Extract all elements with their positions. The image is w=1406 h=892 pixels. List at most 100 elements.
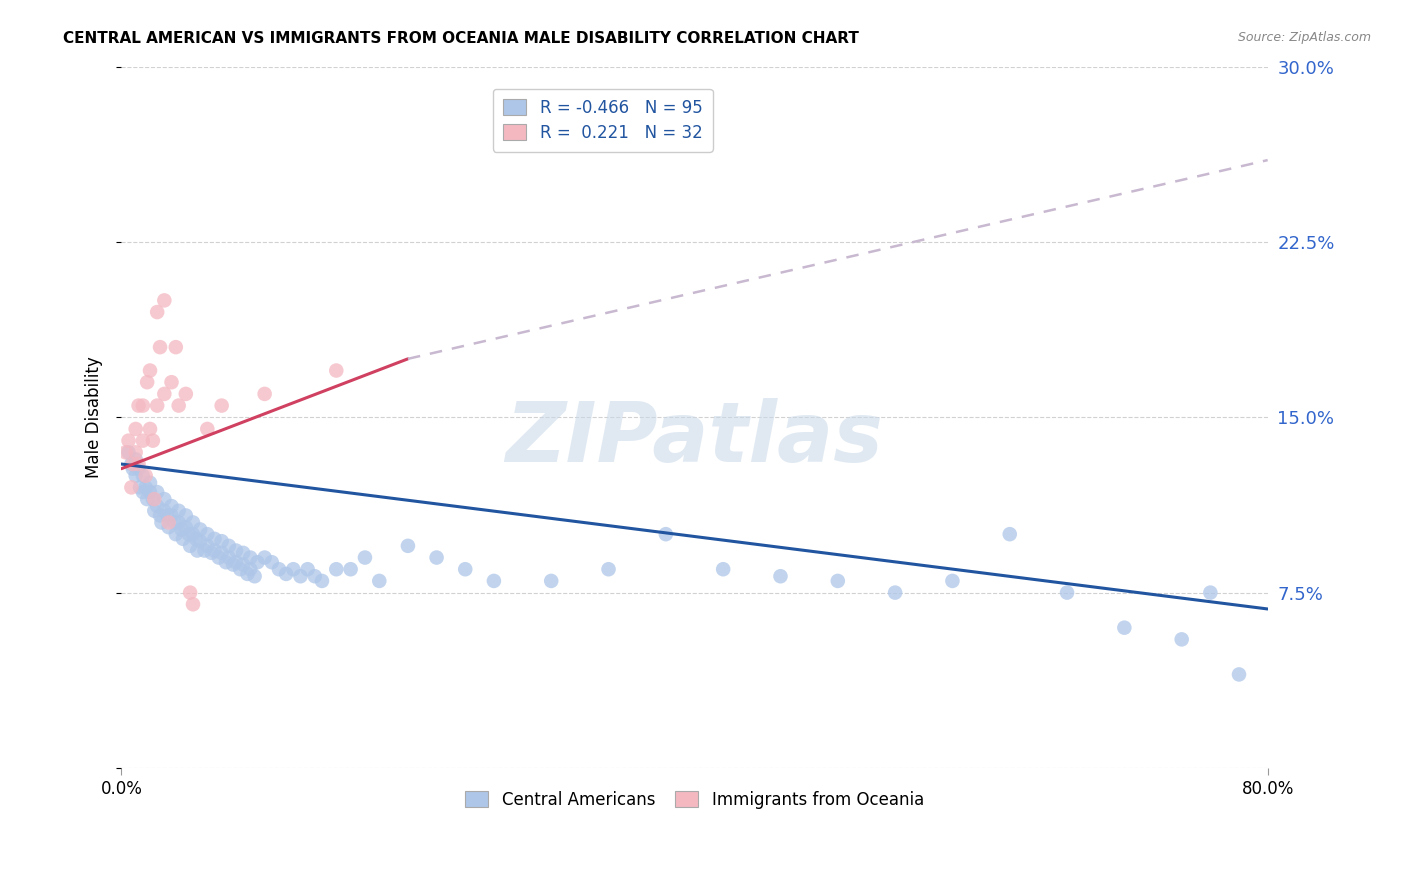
Point bbox=[132, 399, 155, 413]
Point bbox=[172, 532, 194, 546]
Point bbox=[132, 468, 155, 483]
Point bbox=[179, 539, 201, 553]
Point bbox=[135, 480, 157, 494]
Point bbox=[139, 485, 162, 500]
Point bbox=[204, 532, 226, 546]
Point bbox=[132, 485, 155, 500]
Point bbox=[1114, 621, 1136, 635]
Point bbox=[146, 399, 169, 413]
Point bbox=[143, 504, 166, 518]
Point bbox=[225, 543, 247, 558]
Point bbox=[120, 480, 142, 494]
Point bbox=[146, 499, 169, 513]
Point bbox=[232, 546, 254, 560]
Point bbox=[208, 550, 231, 565]
Point bbox=[1056, 585, 1078, 599]
Point bbox=[121, 461, 143, 475]
Point bbox=[368, 574, 391, 588]
Point bbox=[239, 562, 262, 576]
Text: CENTRAL AMERICAN VS IMMIGRANTS FROM OCEANIA MALE DISABILITY CORRELATION CHART: CENTRAL AMERICAN VS IMMIGRANTS FROM OCEA… bbox=[63, 31, 859, 46]
Point bbox=[396, 539, 419, 553]
Point bbox=[125, 422, 148, 436]
Point bbox=[174, 520, 197, 534]
Point bbox=[181, 516, 204, 530]
Point bbox=[941, 574, 963, 588]
Point bbox=[165, 527, 187, 541]
Point bbox=[201, 546, 224, 560]
Point bbox=[1199, 585, 1222, 599]
Point bbox=[339, 562, 361, 576]
Point bbox=[769, 569, 792, 583]
Point bbox=[160, 499, 183, 513]
Point bbox=[260, 555, 283, 569]
Point bbox=[540, 574, 562, 588]
Point bbox=[167, 504, 190, 518]
Point bbox=[211, 399, 233, 413]
Point bbox=[253, 387, 276, 401]
Point bbox=[236, 566, 259, 581]
Point bbox=[181, 597, 204, 611]
Point bbox=[143, 492, 166, 507]
Point bbox=[139, 422, 162, 436]
Point bbox=[426, 550, 449, 565]
Point bbox=[195, 422, 218, 436]
Point bbox=[239, 550, 262, 565]
Point bbox=[179, 585, 201, 599]
Point bbox=[153, 387, 176, 401]
Point bbox=[188, 523, 211, 537]
Point bbox=[167, 516, 190, 530]
Point bbox=[121, 457, 143, 471]
Point bbox=[153, 492, 176, 507]
Point bbox=[827, 574, 849, 588]
Point bbox=[153, 293, 176, 308]
Point bbox=[218, 539, 240, 553]
Point bbox=[157, 516, 180, 530]
Point bbox=[146, 485, 169, 500]
Point bbox=[142, 492, 165, 507]
Point bbox=[149, 508, 172, 523]
Text: ZIPatlas: ZIPatlas bbox=[506, 398, 883, 479]
Point bbox=[132, 434, 155, 448]
Point bbox=[135, 468, 157, 483]
Point bbox=[160, 375, 183, 389]
Point bbox=[325, 363, 347, 377]
Point bbox=[153, 504, 176, 518]
Point bbox=[160, 508, 183, 523]
Point bbox=[186, 543, 208, 558]
Point bbox=[232, 558, 254, 572]
Point bbox=[195, 527, 218, 541]
Point bbox=[998, 527, 1021, 541]
Point bbox=[246, 555, 269, 569]
Point bbox=[125, 452, 148, 467]
Point bbox=[188, 534, 211, 549]
Point bbox=[117, 445, 139, 459]
Point bbox=[146, 305, 169, 319]
Point bbox=[711, 562, 734, 576]
Point bbox=[218, 550, 240, 565]
Point bbox=[139, 475, 162, 490]
Point bbox=[184, 532, 207, 546]
Point bbox=[1227, 667, 1250, 681]
Point bbox=[325, 562, 347, 576]
Point bbox=[283, 562, 305, 576]
Point bbox=[884, 585, 907, 599]
Point bbox=[167, 399, 190, 413]
Point bbox=[139, 363, 162, 377]
Point bbox=[157, 520, 180, 534]
Point bbox=[211, 546, 233, 560]
Point bbox=[136, 375, 159, 389]
Point bbox=[170, 523, 193, 537]
Point bbox=[174, 508, 197, 523]
Point bbox=[174, 387, 197, 401]
Point bbox=[125, 468, 148, 483]
Text: Source: ZipAtlas.com: Source: ZipAtlas.com bbox=[1237, 31, 1371, 45]
Point bbox=[177, 527, 200, 541]
Point bbox=[1170, 632, 1192, 647]
Point bbox=[156, 508, 179, 523]
Point bbox=[222, 558, 245, 572]
Point bbox=[267, 562, 290, 576]
Point bbox=[128, 461, 150, 475]
Point bbox=[165, 340, 187, 354]
Legend: Central Americans, Immigrants from Oceania: Central Americans, Immigrants from Ocean… bbox=[458, 784, 931, 815]
Point bbox=[243, 569, 266, 583]
